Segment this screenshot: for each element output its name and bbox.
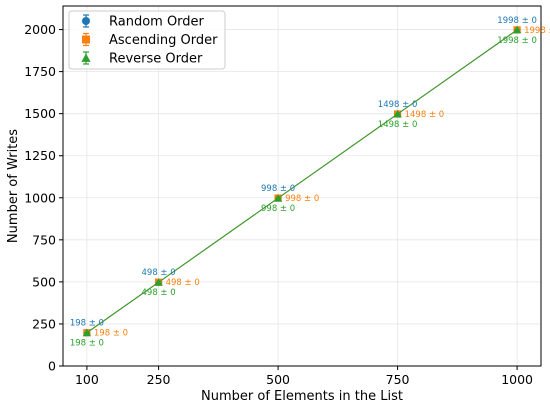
y-tick-label: 1750 xyxy=(24,64,56,79)
series-reverse-order xyxy=(82,25,522,337)
data-label: 1998 ± 0 xyxy=(524,26,550,36)
x-tick-label: 750 xyxy=(386,372,410,387)
data-label: 198 ± 0 xyxy=(70,339,104,349)
y-axis-label: Number of Writes xyxy=(6,129,21,243)
data-point xyxy=(273,193,283,202)
legend-label: Random Order xyxy=(109,15,205,30)
series-layer xyxy=(82,25,522,337)
legend-entry: Random Order xyxy=(82,14,205,30)
data-label: 1998 ± 0 xyxy=(497,16,537,26)
y-tick-label: 1000 xyxy=(24,190,56,205)
y-tick-label: 500 xyxy=(32,274,56,289)
x-axis-label: Number of Elements in the List xyxy=(201,389,403,404)
x-tick-label: 1000 xyxy=(501,372,533,387)
y-tick-label: 1500 xyxy=(24,106,56,121)
data-label: 198 ± 0 xyxy=(70,319,104,329)
data-label: 998 ± 0 xyxy=(285,194,319,204)
data-point xyxy=(154,278,163,286)
x-tick-label: 250 xyxy=(147,372,171,387)
annotations-layer: 198 ± 0 498 ± 0 998 ± 0 1498 ± 0 1998 ± 0 198… xyxy=(70,16,550,349)
axes: 100 250 500 750 1000 0 250 500 750 1000 1250 1500 17… xyxy=(24,5,542,387)
legend-marker xyxy=(81,53,91,62)
data-label: 198 ± 0 xyxy=(94,329,128,339)
y-tick-label: 750 xyxy=(32,232,56,247)
legend-entry: Ascending Order xyxy=(82,32,218,48)
legend-marker xyxy=(82,35,90,44)
data-point xyxy=(393,109,402,118)
legend-marker xyxy=(82,17,90,25)
legend-box xyxy=(68,10,226,70)
y-tick-label: 2000 xyxy=(24,22,56,37)
x-tick-label: 100 xyxy=(75,372,99,387)
data-label: 498 ± 0 xyxy=(142,268,176,278)
data-label: 1498 ± 0 xyxy=(405,110,445,120)
data-point xyxy=(82,328,92,337)
plot-frame xyxy=(62,5,542,367)
data-label: 498 ± 0 xyxy=(166,278,200,288)
legend-entry: Reverse Order xyxy=(81,51,203,67)
legend-label: Ascending Order xyxy=(109,33,218,48)
y-tick-label: 250 xyxy=(32,316,56,331)
y-tick-label: 1250 xyxy=(24,148,56,163)
data-label: 1498 ± 0 xyxy=(378,120,418,130)
y-tick-label: 0 xyxy=(48,359,56,374)
x-tick-label: 500 xyxy=(266,372,290,387)
data-label: 1498 ± 0 xyxy=(378,100,418,110)
data-label: 998 ± 0 xyxy=(261,204,295,214)
legend-label: Reverse Order xyxy=(109,52,203,67)
legend: Random Order Ascending Order Reverse Order xyxy=(68,10,226,70)
data-label: 998 ± 0 xyxy=(261,184,295,194)
data-point xyxy=(512,25,522,34)
data-label: 498 ± 0 xyxy=(142,288,176,298)
data-label: 1998 ± 0 xyxy=(497,36,537,46)
